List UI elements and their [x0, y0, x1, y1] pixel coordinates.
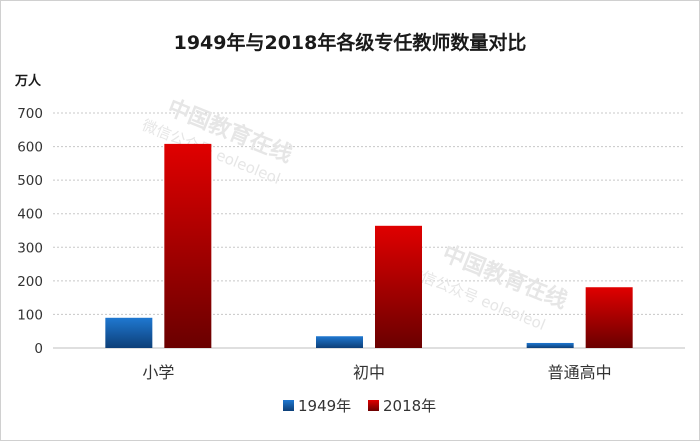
bar-series1 [105, 317, 153, 348]
gridlines [53, 112, 685, 349]
category-label: 普通高中 [548, 363, 612, 382]
y-axis-unit-label: 万人 [14, 73, 42, 89]
legend-swatch [283, 400, 294, 411]
legend-swatch [368, 400, 379, 411]
y-tick-label: 0 [34, 341, 43, 357]
category-label: 初中 [353, 363, 385, 382]
legend: 1949年 2018年 [283, 397, 436, 415]
legend-label: 2018年 [383, 397, 436, 415]
y-tick-label: 600 [17, 140, 43, 156]
legend-label: 1949年 [298, 397, 351, 415]
y-tick-label: 200 [17, 274, 43, 290]
y-tick-label: 400 [17, 207, 43, 223]
bar-series1 [526, 342, 574, 348]
bar-series2 [375, 225, 422, 348]
bar-series2 [164, 143, 212, 348]
y-tick-label: 700 [17, 106, 43, 122]
category-label: 小学 [142, 363, 174, 382]
chart-title: 1949年与2018年各级专任教师数量对比 [174, 31, 527, 54]
bars [105, 143, 633, 348]
y-tick-labels: 0 100 200 300 400 500 600 700 [17, 106, 43, 357]
category-labels: 小学 初中 普通高中 [142, 363, 611, 382]
bar-series1 [316, 336, 363, 348]
y-tick-label: 300 [17, 240, 43, 256]
y-tick-label: 100 [17, 307, 43, 323]
y-tick-label: 500 [17, 173, 43, 189]
bar-series2 [585, 287, 633, 348]
